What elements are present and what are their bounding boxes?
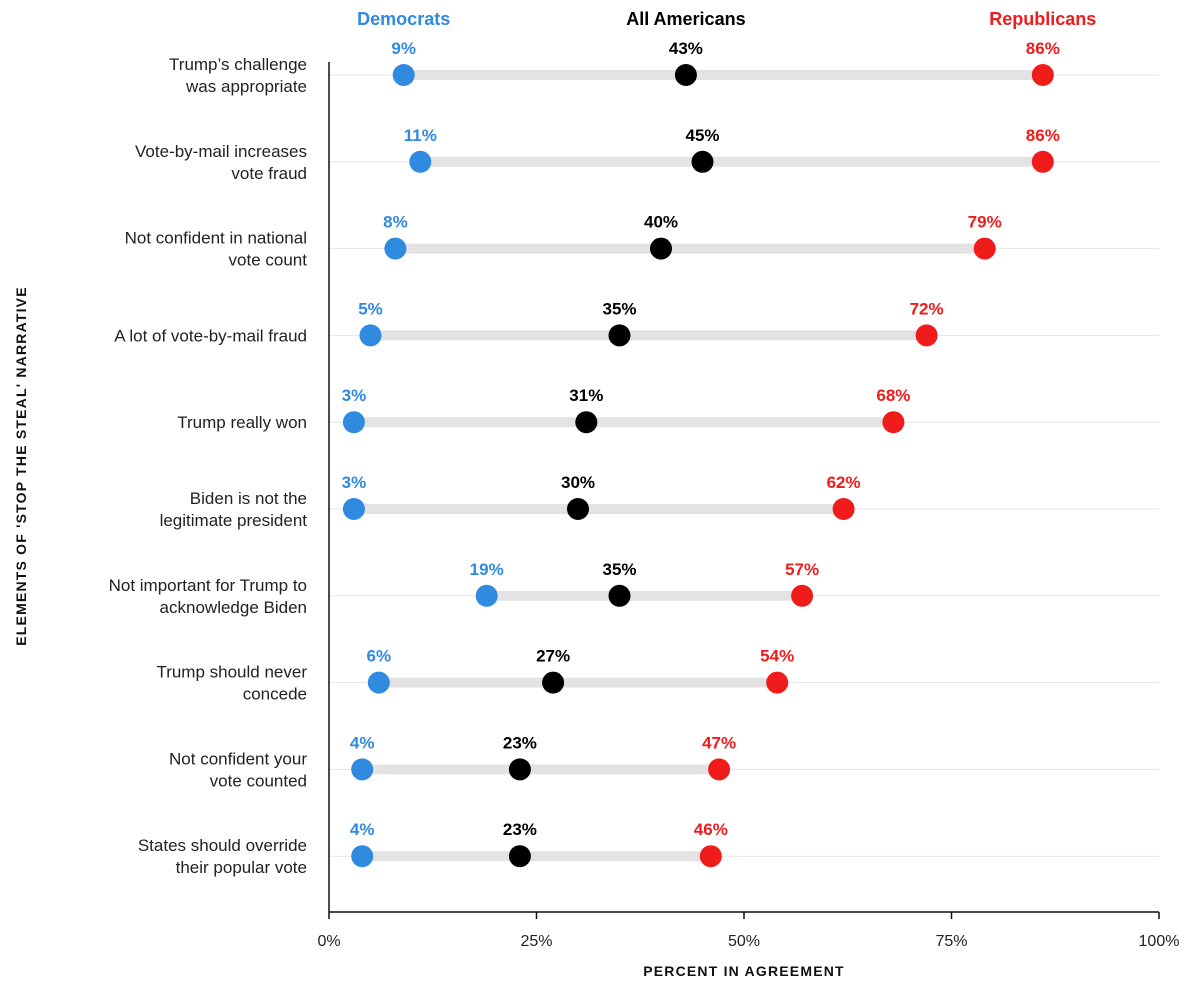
category-label: their popular vote [176,858,307,877]
point-republicans [791,584,814,607]
category-label: Biden is not the [190,489,307,508]
value-label: 35% [602,299,636,318]
value-label: 40% [644,213,678,232]
point-democrats [342,411,365,434]
x-tick-label: 100% [1139,933,1180,950]
category-label: Not confident your [169,749,307,768]
point-all-americans [608,584,631,607]
point-republicans [708,758,731,781]
legend-democrats: Democrats [357,9,450,29]
range-bars [353,70,1043,862]
value-label: 45% [685,126,719,145]
point-republicans [766,671,789,694]
value-label: 86% [1026,126,1060,145]
value-label: 46% [694,820,728,839]
point-all-americans [542,671,565,694]
value-label: 19% [470,560,504,579]
point-all-americans [508,758,531,781]
point-democrats [359,324,382,347]
value-label: 68% [876,386,910,405]
category-label: States should override [138,836,307,855]
value-label: 3% [342,386,367,405]
value-label: 23% [503,820,537,839]
category-label: Trump should never [156,663,307,682]
point-all-americans [691,150,714,173]
point-all-americans [508,845,531,868]
data-points [342,64,1054,868]
value-label: 31% [569,386,603,405]
point-republicans [699,845,722,868]
point-all-americans [650,237,672,260]
point-democrats [342,498,365,520]
value-label: 9% [391,39,416,58]
value-label: 30% [561,473,595,492]
category-label: Vote-by-mail increases [135,142,307,161]
category-label: Not confident in national [125,229,307,248]
category-label: Trump really won [177,413,307,432]
point-republicans [882,411,905,434]
gridlines [329,74,1159,857]
point-all-americans [567,498,589,520]
y-axis-title: ELEMENTS OF 'STOP THE STEAL' NARRATIVE [13,286,29,646]
value-label: 8% [383,213,408,232]
point-democrats [475,584,498,607]
value-label: 6% [367,647,392,666]
value-label: 43% [669,39,703,58]
value-label: 54% [760,647,794,666]
x-tick-label: 50% [728,933,760,950]
category-label: vote counted [210,771,307,790]
category-labels: Trump’s challenge was appropriate Vote-by-… [109,55,308,877]
value-label: 4% [350,733,375,752]
value-label: 79% [968,213,1002,232]
point-democrats [367,671,390,694]
category-label: legitimate president [160,511,308,530]
value-label: 35% [602,560,636,579]
category-label: concede [243,685,307,704]
value-label: 3% [342,473,367,492]
category-label: vote fraud [231,164,307,183]
category-label: acknowledge Biden [160,598,307,617]
point-democrats [409,150,432,173]
value-label: 47% [702,733,736,752]
point-republicans [1031,150,1054,173]
value-label: 72% [910,299,944,318]
x-tick-label: 0% [317,933,340,950]
x-tick-label: 25% [520,933,552,950]
point-democrats [392,64,415,86]
legend: Democrats All Americans Republicans [357,9,1096,29]
category-label: was appropriate [185,77,307,96]
value-label: 23% [503,733,537,752]
point-republicans [1031,64,1054,86]
value-label: 86% [1026,39,1060,58]
category-label: Not important for Trump to [109,576,307,595]
category-label: vote count [229,251,308,270]
point-all-americans [674,64,697,86]
category-label: Trump’s challenge [169,55,307,74]
point-republicans [915,324,938,347]
value-label: 62% [827,473,861,492]
value-label: 57% [785,560,819,579]
point-democrats [351,758,374,781]
value-label: 27% [536,647,570,666]
axes: 0% 25% 50% 75% 100% [317,62,1179,950]
point-republicans [973,237,996,260]
value-label: 4% [350,820,375,839]
point-democrats [351,845,374,868]
legend-republicans: Republicans [989,9,1096,29]
point-republicans [832,498,855,520]
legend-all-americans: All Americans [626,9,745,29]
value-label: 11% [404,126,437,145]
x-tick-label: 75% [935,933,967,950]
x-axis-title: PERCENT IN AGREEMENT [643,963,845,979]
data-labels: 9% 86% 43% 11% 86% 45% 8% 79% 40% 5% 72% 35% 3% 68% 31… [342,39,1060,839]
point-all-americans [575,411,598,434]
category-label: A lot of vote-by-mail fraud [114,326,307,345]
point-democrats [384,237,407,260]
point-all-americans [608,324,631,347]
value-label: 5% [358,299,383,318]
